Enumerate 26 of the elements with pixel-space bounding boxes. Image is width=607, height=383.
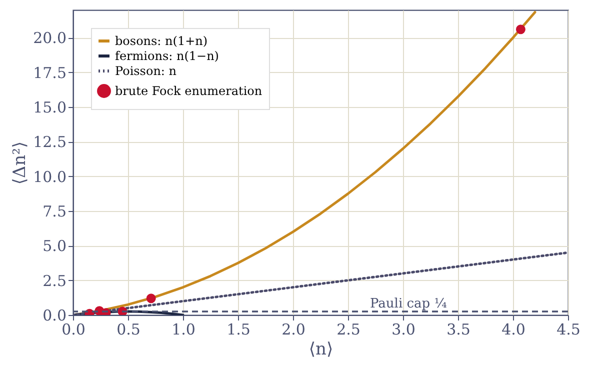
x-tick-label: 0.5 <box>116 320 140 338</box>
x-axis-title: ⟨n⟩ <box>308 340 334 360</box>
legend-label: bosons: n(1+n) <box>115 34 208 48</box>
x-tick-label: 1.5 <box>226 320 250 338</box>
x-tick-label: 4.0 <box>502 320 526 338</box>
point <box>146 294 156 304</box>
y-tick-label: 2.5 <box>42 272 66 290</box>
legend-label: Poisson: n <box>115 64 177 78</box>
y-tick-label: 20.0 <box>33 29 66 48</box>
x-tick-label: 3.0 <box>392 320 416 338</box>
x-tick-label: 1.0 <box>172 320 196 338</box>
ref-line-label: Pauli cap ¼ <box>370 296 448 312</box>
y-tick-label: 17.5 <box>33 64 66 82</box>
y-tick-label: 7.5 <box>42 202 66 221</box>
y-tick-label: 10.0 <box>33 168 66 186</box>
x-tick-label: 3.5 <box>446 320 470 338</box>
y-tick-label: 15.0 <box>33 98 66 117</box>
x-tick-label: 2.0 <box>282 320 306 338</box>
point <box>516 24 526 34</box>
x-tick-label: 4.5 <box>556 320 580 338</box>
legend-label: brute Fock enumeration <box>115 84 262 98</box>
legend-label: fermions: n(1−n) <box>115 49 219 63</box>
x-tick-label: 2.5 <box>336 320 360 338</box>
y-axis-title: ⟨Δn²⟩ <box>10 141 30 185</box>
y-tick-label: 5.0 <box>42 237 66 256</box>
y-tick-label: 12.5 <box>33 133 66 152</box>
